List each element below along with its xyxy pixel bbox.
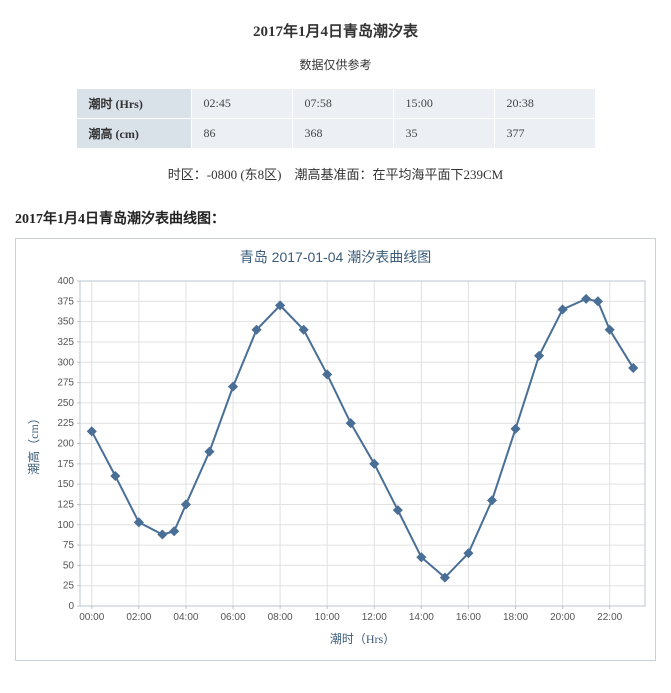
cell-height-3: 377 xyxy=(494,119,595,149)
svg-text:14:00: 14:00 xyxy=(409,612,434,623)
svg-text:10:00: 10:00 xyxy=(315,612,340,623)
svg-text:12:00: 12:00 xyxy=(362,612,387,623)
svg-text:200: 200 xyxy=(57,439,74,450)
svg-text:20:00: 20:00 xyxy=(550,612,575,623)
svg-text:02:00: 02:00 xyxy=(126,612,151,623)
page-title: 2017年1月4日青岛潮汐表 xyxy=(10,20,661,41)
svg-text:22:00: 22:00 xyxy=(597,612,622,623)
svg-text:75: 75 xyxy=(63,540,75,551)
cell-time-3: 20:38 xyxy=(494,89,595,119)
svg-text:275: 275 xyxy=(57,378,74,389)
cell-height-2: 35 xyxy=(393,119,494,149)
svg-text:150: 150 xyxy=(57,479,74,490)
table-row: 潮时 (Hrs) 02:45 07:58 15:00 20:38 xyxy=(76,89,595,119)
tide-chart: 青岛 2017-01-04 潮汐表曲线图 0 25 50 75 100 125 150 175… xyxy=(15,238,656,661)
svg-text:325: 325 xyxy=(57,337,74,348)
svg-text:250: 250 xyxy=(57,398,74,409)
svg-text:潮时（Hrs）: 潮时（Hrs） xyxy=(330,631,395,646)
svg-text:125: 125 xyxy=(57,499,74,510)
cell-time-2: 15:00 xyxy=(393,89,494,119)
chart-title: 青岛 2017-01-04 潮汐表曲线图 xyxy=(20,247,651,267)
svg-text:50: 50 xyxy=(63,560,75,571)
datum-note: 时区：-0800 (东8区) 潮高基准面：在平均海平面下239CM xyxy=(10,164,661,183)
svg-text:175: 175 xyxy=(57,459,74,470)
svg-text:00:00: 00:00 xyxy=(79,612,104,623)
row-label-height: 潮高 (cm) xyxy=(76,119,191,149)
page-subtitle: 数据仅供参考 xyxy=(10,56,661,73)
section-title: 2017年1月4日青岛潮汐表曲线图： xyxy=(15,208,661,228)
svg-text:18:00: 18:00 xyxy=(503,612,528,623)
svg-text:300: 300 xyxy=(57,357,74,368)
svg-text:04:00: 04:00 xyxy=(173,612,198,623)
svg-text:350: 350 xyxy=(57,317,74,328)
svg-text:0: 0 xyxy=(68,601,74,612)
cell-time-0: 02:45 xyxy=(191,89,292,119)
chart-svg: 0 25 50 75 100 125 150 175 200 225 250 275 300 325 350… xyxy=(20,271,660,651)
svg-text:225: 225 xyxy=(57,418,74,429)
svg-text:400: 400 xyxy=(57,276,74,287)
svg-text:375: 375 xyxy=(57,296,74,307)
tide-table: 潮时 (Hrs) 02:45 07:58 15:00 20:38 潮高 (cm)… xyxy=(76,88,596,149)
svg-text:100: 100 xyxy=(57,520,74,531)
svg-text:08:00: 08:00 xyxy=(268,612,293,623)
row-label-time: 潮时 (Hrs) xyxy=(76,89,191,119)
svg-text:06:00: 06:00 xyxy=(221,612,246,623)
cell-height-1: 368 xyxy=(292,119,393,149)
svg-text:潮高（cm）: 潮高（cm） xyxy=(26,412,41,475)
svg-text:25: 25 xyxy=(63,581,75,592)
svg-text:16:00: 16:00 xyxy=(456,612,481,623)
cell-height-0: 86 xyxy=(191,119,292,149)
cell-time-1: 07:58 xyxy=(292,89,393,119)
table-row: 潮高 (cm) 86 368 35 377 xyxy=(76,119,595,149)
